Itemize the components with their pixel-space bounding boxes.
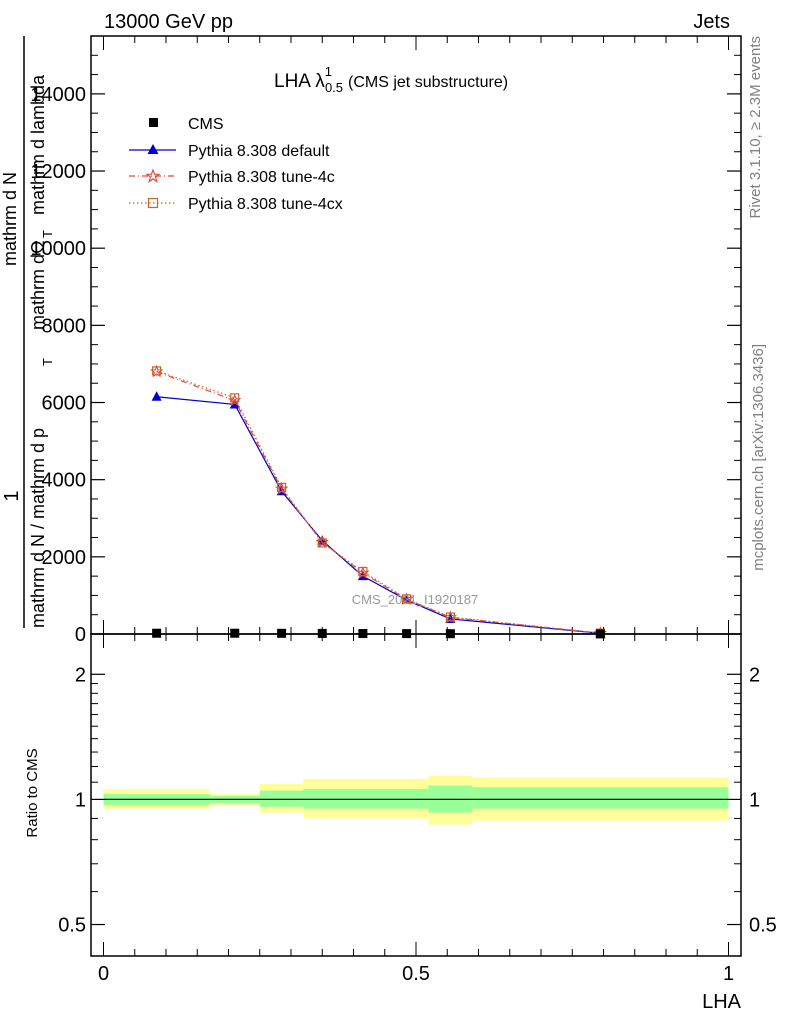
plot-title-sup: 1 <box>325 64 332 79</box>
y-tick-label: 10000 <box>30 238 86 260</box>
legend-marker-tune4c <box>145 168 161 183</box>
x-tick-label: 0 <box>98 963 109 985</box>
tune4cx-data-point <box>152 366 162 376</box>
main-panel: 0 2000 4000 6000 8000 10000 12000 14000 CMS_202… <box>0 35 742 648</box>
y-tick-label: 4000 <box>42 470 87 492</box>
series-line-1 <box>156 396 601 634</box>
legend-marker-tune4cx <box>147 197 159 209</box>
main-y-label: 1 mathrm d N / mathrm d p T mathrm d N m… <box>0 36 55 628</box>
legend-marker-cms <box>149 118 158 127</box>
y-tick-label: 14000 <box>30 84 86 106</box>
header-right: Jets <box>693 11 730 33</box>
mcplots-text: mcplots.cern.ch [arXiv:1306.3436] <box>750 344 767 571</box>
tune4cx-data-point <box>402 594 412 604</box>
ratio-tick-label-left: 0.5 <box>58 915 86 937</box>
cms-data-point <box>152 628 162 638</box>
rivet-version-text: Rivet 3.1.10, ≥ 2.3M events <box>747 36 764 219</box>
y-tick-label: 12000 <box>30 161 86 183</box>
ratio-tick-label-left: 2 <box>75 664 86 686</box>
ylabel-part-3: mathrm d N <box>0 172 20 266</box>
watermark: CMS_2021_I1920187 <box>352 592 479 607</box>
ratio-y-label: Ratio to CMS <box>24 748 41 837</box>
main-y-ticks: 0 2000 4000 6000 8000 10000 12000 14000 <box>30 35 741 648</box>
y-tick-label: 2000 <box>42 547 87 569</box>
ylabel-part-4-sub: T <box>40 230 55 238</box>
x-axis-label: LHA <box>702 991 742 1013</box>
legend-label-tune4cx: Pythia 8.308 tune-4cx <box>188 196 343 213</box>
plot-title: LHA λ1 0.5 (CMS jet substructure) <box>274 64 508 95</box>
legend-label-cms: CMS <box>188 116 224 133</box>
ratio-ticks: 0.5 0.5 1 1 2 2 0 0.5 1 <box>58 664 777 985</box>
plot-title-rest: (CMS jet substructure) <box>348 74 508 91</box>
ylabel-part-2-sub: T <box>40 358 55 366</box>
legend-label-tune4c: Pythia 8.308 tune-4c <box>188 169 335 186</box>
tune4cx-data-point <box>358 566 368 577</box>
header-left: 13000 GeV pp <box>104 11 233 33</box>
tune4cx-data-point <box>277 482 287 492</box>
legend-marker-default <box>147 144 159 154</box>
series-line-3 <box>156 370 601 634</box>
ratio-tick-label-right: 2 <box>749 664 760 686</box>
ylabel-part-1: 1 <box>1 490 23 501</box>
cms-data-point <box>230 628 240 638</box>
y-tick-label: 0 <box>75 624 86 646</box>
x-tick-label: 0.5 <box>402 963 430 985</box>
ratio-panel: 0.5 0.5 1 1 2 2 0 0.5 1 Ratio to CMS LHA <box>24 633 777 1013</box>
default-data-point <box>151 391 162 401</box>
ratio-stat-band <box>303 788 429 809</box>
ylabel-part-5: mathrm d lambda <box>28 74 48 215</box>
legend: CMS Pythia 8.308 default Pythia 8.308 tu… <box>129 116 343 213</box>
ratio-stat-band <box>472 787 729 809</box>
tune4cx-data-point <box>445 612 455 622</box>
tune4cx-data-point <box>317 538 327 548</box>
ratio-tick-label-left: 1 <box>75 789 86 811</box>
plot-title-main: LHA λ <box>274 71 325 92</box>
ylabel-part-4: mathrm dΩ <box>28 241 48 330</box>
ratio-bands <box>103 775 729 825</box>
ylabel-part-2: mathrm d N / mathrm d p <box>28 428 48 628</box>
x-tick-label: 1 <box>723 963 734 985</box>
plot-title-sub: 0.5 <box>325 80 343 95</box>
tune4cx-data-point <box>230 393 240 403</box>
legend-label-default: Pythia 8.308 default <box>188 143 330 160</box>
ratio-stat-band <box>259 790 304 807</box>
y-tick-label: 8000 <box>42 315 87 337</box>
ratio-tick-label-right: 0.5 <box>749 915 777 937</box>
default-data-point <box>229 398 240 409</box>
ratio-tick-label-right: 1 <box>749 789 760 811</box>
y-tick-label: 6000 <box>42 393 87 415</box>
